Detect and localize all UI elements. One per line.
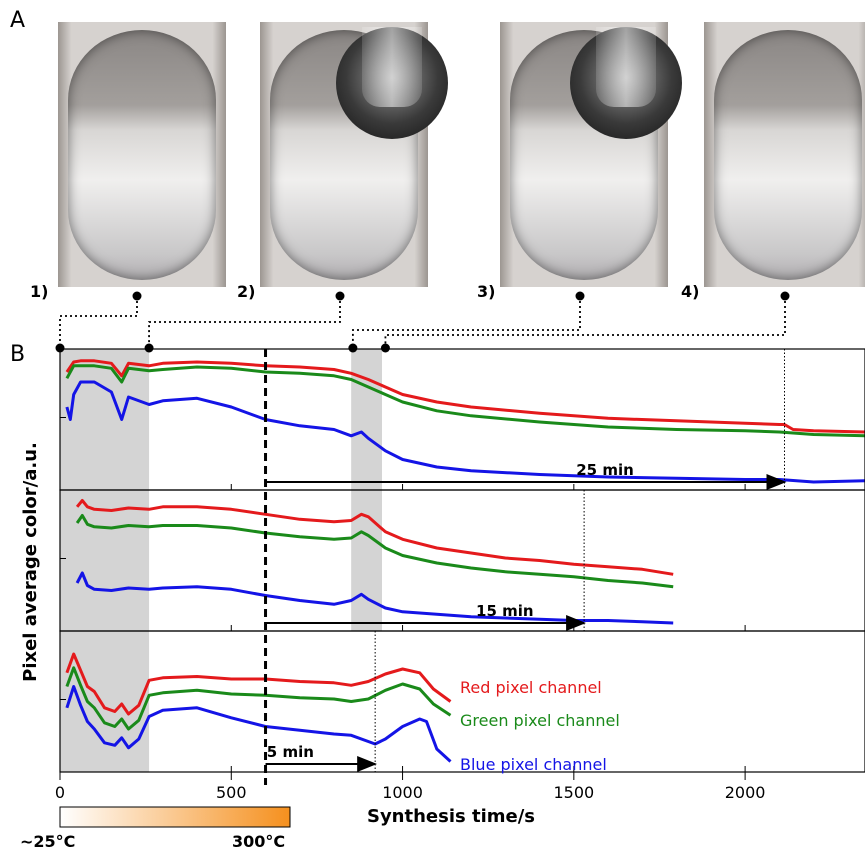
photo-1 <box>58 22 226 287</box>
panel-label-b: B <box>10 342 26 367</box>
panel-3-duration-label: 5 min <box>267 743 314 761</box>
heat-color-bar <box>59 806 291 828</box>
y-axis-label: Pixel average color/a.u. <box>20 442 41 682</box>
panel-1-duration-label: 25 min <box>576 461 634 479</box>
panel-label-a: A <box>10 8 26 33</box>
inset-magnifier-2 <box>570 27 682 139</box>
x-tick-label: 0 <box>55 783 65 802</box>
x-tick-label: 1000 <box>382 783 423 802</box>
time-dot-1 <box>55 343 65 353</box>
x-tick-label: 500 <box>216 783 247 802</box>
panel-3-green-curve <box>65 666 452 731</box>
panel-3-blue-curve <box>65 685 452 763</box>
shaded-region-1 <box>60 349 150 772</box>
photo-connector-3 <box>351 296 581 347</box>
time-dot-4 <box>380 343 390 353</box>
x-axis-label: Synthesis time/s <box>367 806 535 827</box>
inset-magnifier-1 <box>336 27 448 139</box>
photo-4 <box>704 22 865 287</box>
photo-label-1: 1) <box>30 282 49 301</box>
x-tick-label: 2000 <box>725 783 766 802</box>
time-dot-2 <box>144 343 154 353</box>
heat-bar-high-label: 300°C <box>232 832 285 850</box>
panel-1-red-curve <box>65 359 865 434</box>
panel-2-frame <box>59 489 865 632</box>
photo-connector-1 <box>59 296 138 347</box>
panel-2-red-curve <box>75 499 674 576</box>
photo-connector-4 <box>384 296 786 347</box>
photo-dot-4 <box>780 291 790 301</box>
photo-connector-2 <box>148 296 341 347</box>
photo-label-4: 4) <box>681 282 700 301</box>
photo-dot-3 <box>575 291 585 301</box>
heat-bar-low-label: ~25°C <box>20 832 75 850</box>
photo-dot-1 <box>132 291 142 301</box>
panel-2-blue-curve <box>75 571 674 625</box>
panel-3-frame <box>59 630 865 773</box>
panel-1-green-curve <box>65 364 865 438</box>
time-dot-3 <box>348 343 358 353</box>
photo-label-3: 3) <box>477 282 496 301</box>
x-tick-label: 1500 <box>553 783 594 802</box>
photo-label-2: 2) <box>237 282 256 301</box>
legend-green: Green pixel channel <box>460 711 620 730</box>
legend-red: Red pixel channel <box>460 678 602 697</box>
legend-blue: Blue pixel channel <box>460 755 607 774</box>
panel-2-green-curve <box>75 514 674 589</box>
panel-2-duration-label: 15 min <box>476 602 534 620</box>
panel-1-blue-curve <box>65 380 865 484</box>
panel-3-red-curve <box>65 652 452 716</box>
photo-dot-2 <box>335 291 345 301</box>
